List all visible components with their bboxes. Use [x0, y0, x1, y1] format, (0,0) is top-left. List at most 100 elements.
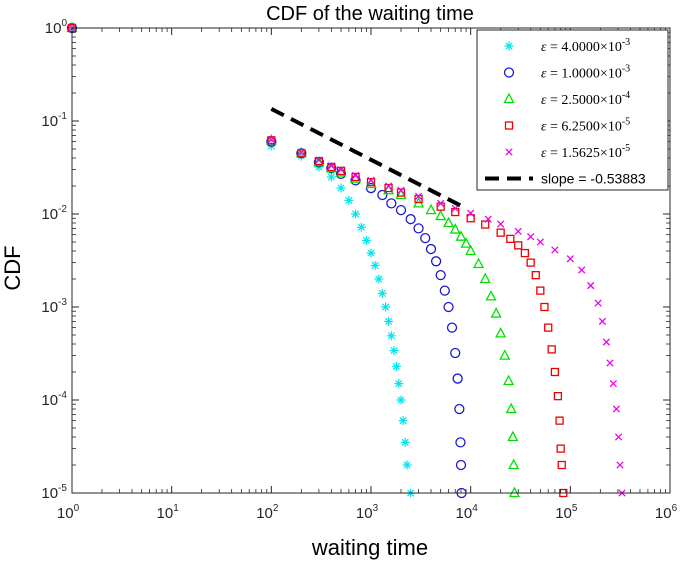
data-point: [314, 157, 324, 166]
data-point: [536, 238, 544, 246]
data-point: [297, 149, 306, 158]
data-point: [540, 302, 549, 312]
data-point: [451, 207, 460, 217]
legend-entry: ε = 4.0000×10-3: [504, 37, 630, 55]
data-point: [455, 459, 467, 471]
data-point: [536, 286, 545, 295]
data-point: [553, 392, 563, 401]
legend-label: ε = 6.2500×10-5: [541, 117, 630, 135]
data-point: [394, 379, 404, 389]
data-point: [527, 233, 535, 241]
legend-label: slope = -0.53883: [541, 171, 646, 187]
x-tick-label: 105: [555, 503, 578, 522]
y-tick-label: 10-3: [41, 297, 67, 316]
legend-entry: ε = 2.5000×10-4: [503, 90, 630, 108]
data-point: [377, 288, 387, 298]
data-point: [437, 199, 445, 208]
data-point: [479, 272, 491, 284]
legend-label: ε = 4.0000×10-3: [541, 37, 630, 55]
data-point: [505, 402, 517, 414]
data-point: [508, 486, 521, 498]
data-point: [556, 444, 565, 453]
y-tick-label: 10-4: [41, 390, 67, 409]
data-point: [384, 316, 394, 326]
data-point: [351, 209, 361, 219]
x-tick-label: 104: [456, 503, 479, 522]
data-point: [366, 178, 376, 187]
legend: ε = 4.0000×10-3 ε = 1.0000×10-3 ε = 2.5000…: [476, 29, 669, 191]
legend-swatch: [504, 41, 514, 51]
series-2: [66, 22, 467, 499]
axes: 100 101 102 103 104 105 106 10-5 10-4 10-3 10-2 10-…: [41, 18, 677, 522]
y-tick-label: 10-5: [41, 483, 67, 502]
data-point: [616, 461, 624, 469]
data-point: [381, 302, 391, 312]
data-point: [402, 460, 412, 470]
x-tick-label: 100: [57, 503, 80, 522]
data-point: [400, 437, 410, 447]
data-point: [366, 248, 376, 258]
data-point: [587, 281, 595, 290]
plot-area: [66, 21, 626, 499]
data-point: [598, 317, 607, 326]
data-point: [374, 274, 384, 284]
legend-label: ε = 1.0000×10-3: [541, 64, 630, 82]
data-point: [544, 323, 553, 332]
data-point: [336, 183, 346, 193]
data-point: [460, 237, 472, 248]
x-tick-label: 101: [157, 503, 180, 522]
chart-title: CDF of the waiting time: [266, 3, 474, 25]
legend-entry: ε = 6.2500×10-5: [504, 117, 630, 135]
data-point: [442, 216, 455, 228]
legend-label: ε = 1.5625×10-5: [541, 143, 630, 161]
data-point: [351, 172, 360, 182]
data-point: [555, 416, 564, 425]
legend-entry: slope = -0.53883: [485, 171, 646, 187]
data-point: [398, 416, 408, 426]
data-point: [612, 405, 621, 413]
data-point: [514, 227, 522, 236]
data-point: [496, 228, 505, 237]
data-point: [497, 220, 505, 228]
data-point: [551, 246, 559, 254]
data-point: [386, 198, 397, 209]
data-point: [502, 374, 515, 386]
data-point: [395, 205, 407, 216]
legend-swatch: [505, 148, 513, 156]
data-point: [506, 234, 515, 244]
slope-line: [270, 107, 468, 211]
data-point: [396, 395, 406, 405]
data-point: [526, 258, 535, 267]
data-point: [490, 307, 502, 318]
data-point: [439, 285, 450, 296]
data-point: [413, 223, 424, 234]
series-3: [66, 21, 521, 498]
y-axis-label: CDF: [0, 245, 25, 290]
data-point: [606, 359, 614, 367]
data-point: [446, 322, 458, 333]
x-tick-label: 102: [256, 503, 279, 522]
legend-entry: ε = 1.0000×10-3: [503, 64, 630, 82]
data-point: [367, 176, 375, 185]
legend-swatch: [503, 92, 515, 104]
data-point: [566, 255, 574, 263]
legend-box: [476, 29, 669, 191]
data-point: [466, 214, 475, 223]
data-point: [467, 209, 475, 217]
x-tick-label: 103: [356, 503, 379, 522]
data-point: [451, 204, 459, 213]
data-point: [557, 460, 566, 470]
data-point: [435, 270, 446, 281]
x-axis-label: waiting time: [311, 535, 428, 560]
data-point: [520, 248, 530, 258]
data-point: [508, 458, 520, 470]
data-point: [315, 156, 323, 164]
data-point: [507, 430, 519, 442]
data-point: [484, 215, 492, 223]
data-point: [465, 244, 477, 256]
data-point: [514, 241, 523, 250]
data-point: [361, 235, 371, 245]
data-point: [351, 171, 360, 180]
legend-label: ε = 2.5000×10-4: [541, 90, 630, 108]
data-point: [594, 299, 602, 307]
